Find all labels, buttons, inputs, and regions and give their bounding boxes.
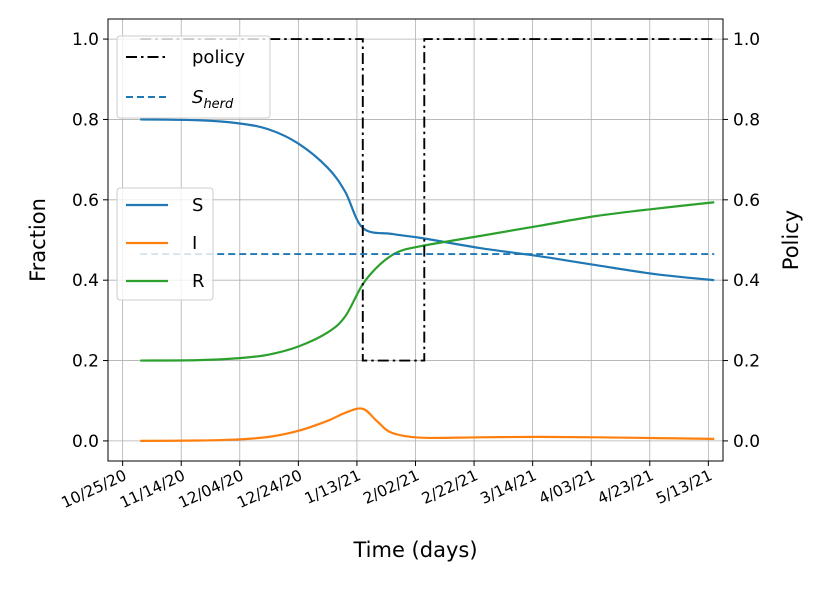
y-axis-label-right: Policy — [779, 210, 803, 270]
y-tick-label-left: 0.6 — [72, 191, 99, 211]
y-tick-label-left: 0.8 — [72, 110, 99, 130]
y-tick-label-right: 1.0 — [733, 30, 760, 50]
x-tick-label: 11/14/20 — [117, 466, 188, 512]
series-lines — [140, 38, 715, 443]
x-tick-label: 5/13/21 — [653, 466, 715, 508]
legend-label-s-herd: Sherd — [192, 87, 234, 112]
series-line-policy — [140, 38, 715, 362]
x-tick-label: 12/04/20 — [176, 466, 247, 512]
y-tick-label-right: 0.2 — [733, 352, 760, 372]
x-axis-label: Time (days) — [352, 538, 477, 562]
y-tick-label-left: 1.0 — [72, 30, 99, 50]
x-tick-label: 2/02/21 — [360, 466, 422, 508]
x-tick-label: 4/23/21 — [595, 466, 657, 508]
y-tick-label-right: 0.6 — [733, 191, 760, 211]
y-tick-label-left: 0.0 — [72, 432, 99, 452]
legend-label-i: I — [192, 233, 197, 254]
x-tick-label: 4/03/21 — [536, 466, 598, 508]
series-line-i — [140, 407, 715, 443]
x-tick-label: 3/14/21 — [478, 466, 540, 508]
x-tick-label: 2/22/21 — [419, 466, 481, 508]
y-tick-label-right: 0.0 — [733, 432, 760, 452]
legends: policy Sherd SIR — [116, 35, 271, 301]
y-tick-label-right: 0.8 — [733, 110, 760, 130]
x-tick-label: 12/24/20 — [234, 466, 305, 512]
y-tick-label-left: 0.2 — [72, 352, 99, 372]
y-tick-label-left: 0.4 — [72, 271, 99, 291]
series-line-r — [140, 201, 715, 362]
x-tick-label: 10/25/20 — [59, 466, 130, 512]
y-axis-label-left: Fraction — [26, 198, 50, 282]
legend-label-s: S — [192, 195, 203, 216]
x-tick-label: 1/13/21 — [302, 466, 364, 508]
y-tick-label-right: 0.4 — [733, 271, 760, 291]
legend-label-r: R — [192, 271, 205, 292]
legend-label-policy: policy — [192, 47, 245, 68]
